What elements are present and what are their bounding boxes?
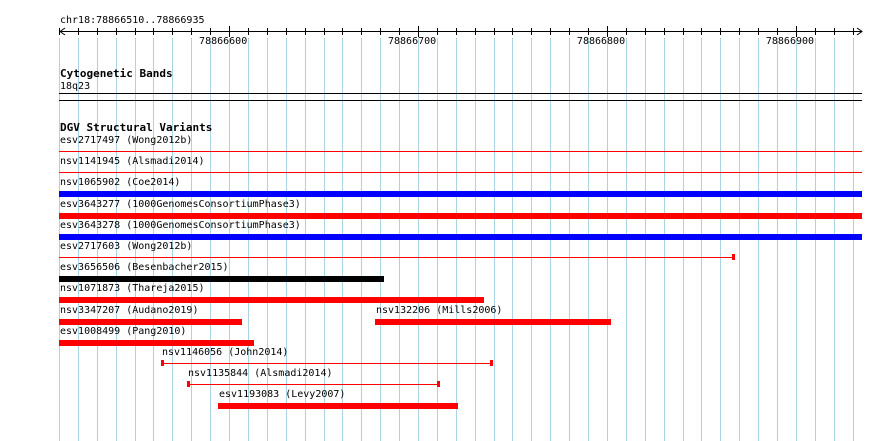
variant-feature-esv2717603[interactable] [59,257,734,258]
variant-feature-nsv1071873[interactable] [59,297,484,304]
ruler-tick-label: 78866900 [765,36,815,47]
ruler-tick-label: 78866600 [199,36,248,47]
variant-feature-nsv3347207[interactable] [59,318,242,325]
variant-label[interactable]: nsv3347207 (Audano2019) [60,304,199,316]
ruler [59,26,863,37]
cytoband-line-bottom [59,100,862,101]
dgv-track-title[interactable]: DGV Structural Variants [60,121,213,134]
variant-label[interactable]: nsv132206 (Mills2006) [376,304,503,316]
variant-feature-nsv132206[interactable] [375,318,611,325]
variant-feature-esv1193083[interactable] [218,403,458,410]
variant-end-cap [437,381,440,388]
variant-end-cap [490,360,493,366]
variant-label[interactable]: esv2717603 (Wong2012b) [60,241,193,252]
cytoband-label: 18q23 [60,81,91,92]
variant-feature-esv3643277[interactable] [59,212,862,219]
ruler-location-label: chr18:78866510..78866935 [60,15,205,26]
variant-end-cap [161,360,164,366]
variant-feature-esv2717497[interactable] [59,151,862,152]
variant-feature-nsv1135844[interactable] [187,384,439,386]
variant-label[interactable]: nsv1065902 (Coe2014) [60,177,181,189]
ruler-tick-label: 78866700 [387,36,437,47]
cytoband-track-title[interactable]: Cytogenetic Bands [60,67,173,80]
variant-label[interactable]: nsv1141945 (Alsmadi2014) [60,156,205,168]
variant-label[interactable]: esv2717497 (Wong2012b) [60,135,193,146]
variant-label[interactable]: esv3656506 (Besenbacher2015) [60,262,229,274]
variant-label[interactable]: esv3643278 (1000GenomesConsortiumPhase3) [60,219,301,231]
variant-label[interactable]: nsv1071873 (Thareja2015) [60,283,205,295]
variant-feature-nsv1065902[interactable] [59,191,862,198]
variant-feature-esv3656506[interactable] [59,276,384,283]
ruler-tick-label: 78866800 [576,36,626,47]
ruler-right-arrow-icon [856,27,863,36]
variant-feature-nsv1146056[interactable] [161,363,492,364]
variant-label[interactable]: nsv1146056 (John2014) [162,347,289,358]
ruler-minor-ticks [59,26,854,37]
variant-label[interactable]: nsv1135844 (Alsmadi2014) [188,368,333,380]
variant-end-cap [732,254,735,260]
variant-label[interactable]: esv1008499 (Pang2010) [60,325,187,337]
variant-feature-nsv1141945[interactable] [59,172,862,174]
variant-label[interactable]: esv1193083 (Levy2007) [219,389,346,401]
variant-feature-esv3643278[interactable] [59,233,862,240]
variant-label[interactable]: esv3643277 (1000GenomesConsortiumPhase3) [60,198,301,210]
variant-feature-esv1008499[interactable] [59,339,254,346]
variant-end-cap [187,381,190,388]
cytoband-line-top [59,93,862,94]
